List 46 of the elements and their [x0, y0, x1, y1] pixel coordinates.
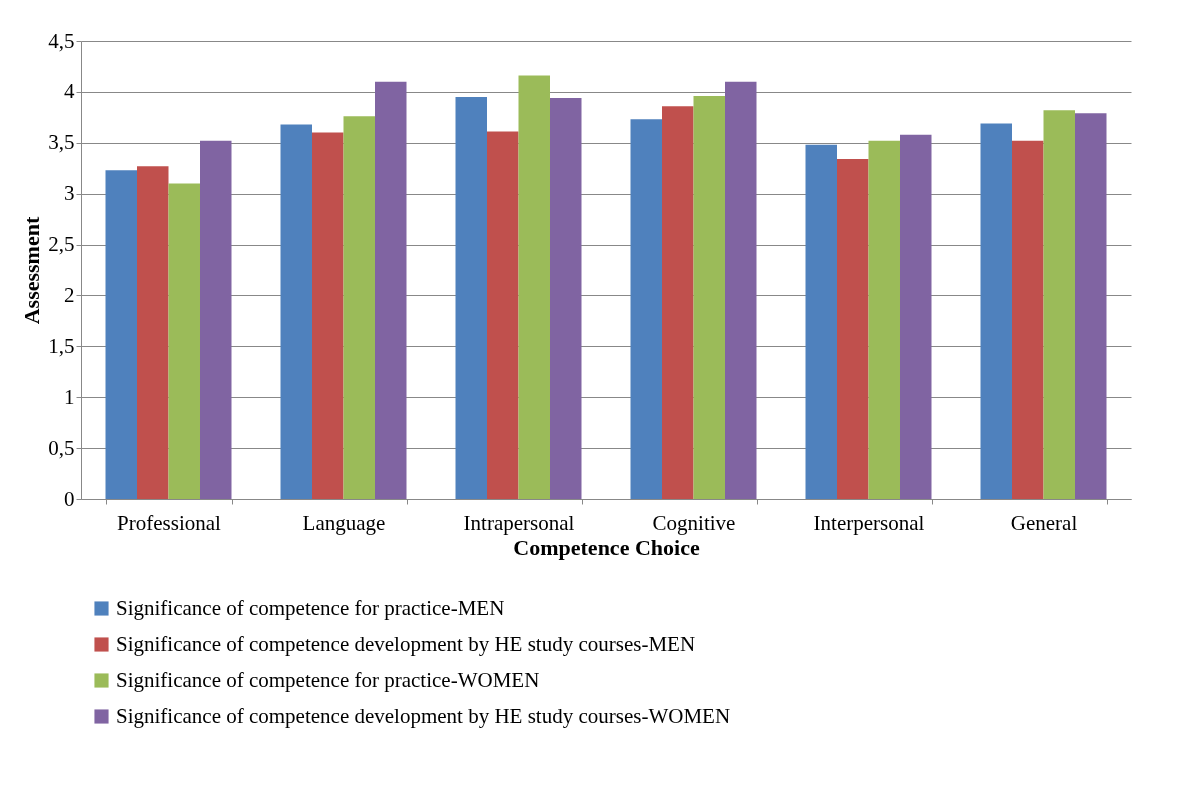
- bar: [837, 159, 869, 499]
- y-axis-title: Assessment: [19, 216, 45, 325]
- x-tick-label: Intrapersonal: [463, 510, 575, 535]
- y-tick-label: 3: [64, 181, 75, 206]
- bar: [518, 75, 550, 499]
- y-tick-label: 2,5: [48, 232, 75, 257]
- y-tick-label: 0,5: [48, 435, 75, 460]
- bar: [630, 119, 662, 499]
- bar: [1043, 110, 1075, 499]
- bar: [375, 81, 407, 499]
- bar: [662, 106, 694, 499]
- bar: [455, 96, 487, 499]
- bar: [137, 166, 169, 499]
- bar: [725, 81, 757, 499]
- bar: [280, 124, 312, 499]
- bar: [805, 144, 837, 499]
- bar: [200, 140, 232, 499]
- y-tick-label: 4,5: [48, 28, 75, 53]
- bar: [487, 131, 519, 499]
- y-tick-label: 4: [64, 79, 75, 104]
- y-tick-label: 1: [64, 384, 75, 409]
- legend-label: Significance of competence for practice-WOMEN: [116, 667, 540, 692]
- bar: [105, 170, 137, 499]
- bar: [312, 132, 344, 499]
- x-tick-label: Professional: [117, 510, 222, 535]
- y-tick-label: 1,5: [48, 333, 75, 358]
- x-tick-label: Language: [302, 510, 386, 535]
- bar: [693, 95, 725, 499]
- legend-label: Significance of competence development by HE study courses-WOMEN: [116, 703, 731, 728]
- y-tick-label: 3,5: [48, 130, 75, 155]
- bar: [1075, 113, 1107, 499]
- legend-label: Significance of competence development by HE study courses-MEN: [116, 631, 696, 656]
- x-tick-label: Cognitive: [652, 510, 736, 535]
- y-tick-label: 2: [64, 282, 75, 307]
- legend-label: Significance of competence for practice-MEN: [116, 595, 505, 620]
- bar: [868, 140, 900, 499]
- bar: [168, 183, 200, 499]
- x-axis-title: Competence Choice: [513, 534, 700, 560]
- x-tick-label: General: [1010, 510, 1078, 535]
- x-tick-label: Interpersonal: [813, 510, 925, 535]
- bar: [900, 134, 932, 499]
- bar: [980, 123, 1012, 499]
- bar: [550, 98, 582, 499]
- bar: [343, 116, 375, 499]
- y-tick-label: 0: [64, 486, 75, 511]
- bar: [1012, 140, 1044, 499]
